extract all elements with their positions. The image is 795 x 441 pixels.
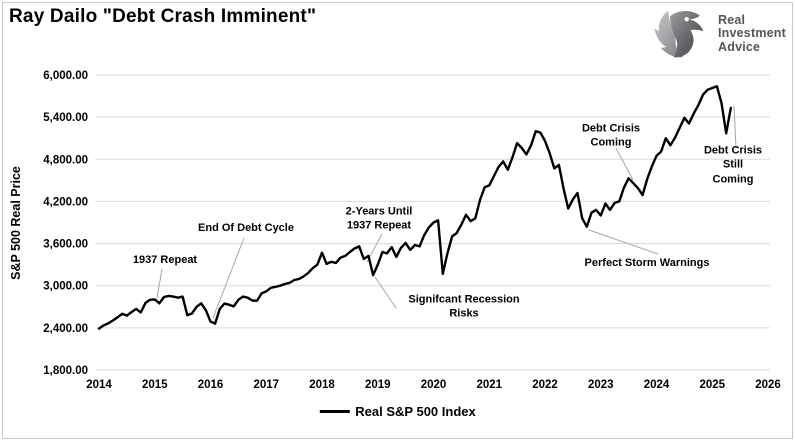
x-tick-label: 2023 xyxy=(588,379,614,391)
legend: Real S&P 500 Index xyxy=(319,404,476,419)
leader-line xyxy=(615,147,634,181)
x-tick-label: 2022 xyxy=(532,379,558,391)
x-tick-label: 2018 xyxy=(309,379,335,391)
x-tick-label: 2019 xyxy=(365,379,391,391)
page-title: Ray Dailo "Debt Crash Imminent" xyxy=(9,6,317,27)
logo-line-2: Investment xyxy=(718,26,786,41)
x-tick-label: 2024 xyxy=(644,379,670,391)
price-line xyxy=(97,84,732,330)
annotation-1937-repeat: 1937 Repeat xyxy=(132,253,198,266)
annotation-debt-crisis-coming: Debt Crisis Coming xyxy=(581,122,641,149)
annotation-perfect-storm-warnings: Perfect Storm Warnings xyxy=(584,256,710,269)
y-tick-label: 1,800.00 xyxy=(43,365,88,377)
x-tick-label: 2025 xyxy=(699,379,725,391)
x-tick-label: 2020 xyxy=(421,379,447,391)
y-tick-label: 2,400.00 xyxy=(43,323,88,335)
leader-line xyxy=(733,105,737,149)
x-tick-label: 2021 xyxy=(476,379,502,391)
y-tick-label: 4,800.00 xyxy=(43,154,88,166)
y-axis-title: S&P 500 Real Price xyxy=(9,166,23,280)
y-tick-label: 3,000.00 xyxy=(43,281,88,293)
legend-label: Real S&P 500 Index xyxy=(355,404,476,419)
y-tick-label: 6,000.00 xyxy=(43,70,88,82)
x-tick-label: 2026 xyxy=(755,379,781,391)
annotation-end-of-debt-cycle: End Of Debt Cycle xyxy=(198,221,294,234)
annotation-2-years-until-1937-repeat: 2-Years Until 1937 Repeat xyxy=(345,205,413,232)
y-tick-label: 3,600.00 xyxy=(43,239,88,251)
leader-line xyxy=(374,276,397,309)
annotation-significant-recession-risks: Signifcant Recession Risks xyxy=(408,293,520,320)
leader-line xyxy=(156,268,163,299)
x-tick-label: 2017 xyxy=(253,379,279,391)
y-tick-label: 5,400.00 xyxy=(43,112,88,124)
x-tick-label: 2016 xyxy=(198,379,224,391)
logo-line-3: Advice xyxy=(718,39,761,54)
y-tick-label: 4,200.00 xyxy=(43,196,88,208)
legend-line-sample xyxy=(319,410,350,413)
logo-text: Real Investment Advice xyxy=(718,13,786,54)
x-tick-label: 2015 xyxy=(142,379,168,391)
x-tick-label: 2014 xyxy=(86,379,112,391)
ria-logo: Real Investment Advice xyxy=(653,9,786,59)
leader-line xyxy=(212,237,245,319)
logo-line-1: Real xyxy=(718,13,746,28)
eagle-icon xyxy=(654,10,704,58)
leader-line xyxy=(588,229,659,255)
annotation-debt-crisis-still-coming: Debt Crisis Still Coming xyxy=(703,144,763,186)
